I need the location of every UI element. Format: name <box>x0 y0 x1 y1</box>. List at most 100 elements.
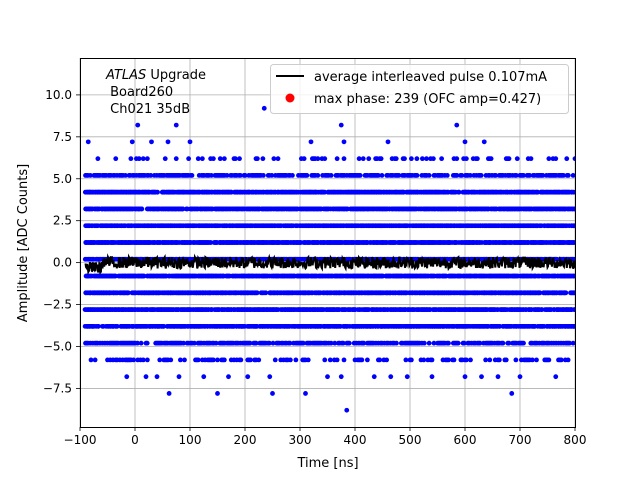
sample-point <box>322 156 327 161</box>
sample-point <box>290 173 295 178</box>
sample-point <box>196 358 201 363</box>
sample-point <box>335 156 340 161</box>
sample-point <box>377 358 382 363</box>
sample-point <box>113 156 118 161</box>
sample-point <box>168 358 173 363</box>
sample-point <box>415 173 420 178</box>
sample-point <box>178 358 183 363</box>
sample-point <box>365 358 370 363</box>
sample-point <box>157 358 162 363</box>
sample-point <box>305 173 310 178</box>
sample-point <box>306 358 311 363</box>
sample-point <box>211 358 216 363</box>
sample-point <box>513 358 518 363</box>
sample-point <box>261 173 266 178</box>
sample-point <box>288 358 293 363</box>
sample-point <box>483 358 488 363</box>
sample-point <box>445 173 450 178</box>
sample-point <box>218 156 223 161</box>
sample-point <box>256 358 261 363</box>
sample-point <box>421 358 426 363</box>
sample-point <box>248 358 253 363</box>
sample-point <box>155 190 160 195</box>
sample-point <box>141 358 146 363</box>
sample-point <box>328 358 333 363</box>
sample-point <box>315 173 320 178</box>
sample-point <box>427 341 432 346</box>
sample-point <box>414 156 419 161</box>
sample-point <box>233 156 238 161</box>
sample-point <box>546 156 551 161</box>
sample-point <box>430 358 435 363</box>
sample-point <box>422 341 427 346</box>
sample-point <box>329 173 334 178</box>
sample-point <box>515 156 520 161</box>
sample-point <box>139 207 144 212</box>
sample-point <box>260 156 265 161</box>
sample-point <box>530 358 535 363</box>
sample-point <box>141 156 146 161</box>
sample-point <box>427 173 432 178</box>
sample-point <box>420 156 425 161</box>
sample-point <box>501 341 506 346</box>
sample-point <box>497 358 502 363</box>
sample-point <box>215 358 220 363</box>
sample-point <box>409 156 414 161</box>
sample-point <box>255 156 260 161</box>
sample-point <box>276 156 281 161</box>
sample-point <box>237 156 242 161</box>
sample-point <box>238 358 243 363</box>
sample-point <box>211 156 216 161</box>
sample-point <box>403 358 408 363</box>
sample-point <box>128 156 133 161</box>
sample-point <box>479 173 484 178</box>
sample-point <box>521 341 526 346</box>
sample-point <box>315 156 320 161</box>
sample-point <box>553 156 558 161</box>
sample-point <box>342 156 347 161</box>
sample-point <box>566 173 571 178</box>
sample-point <box>145 341 150 346</box>
sample-point <box>564 156 569 161</box>
sample-point <box>293 358 298 363</box>
sample-point <box>394 156 399 161</box>
sample-point <box>271 156 276 161</box>
sample-point <box>93 358 98 363</box>
sample-point <box>464 156 469 161</box>
sample-point <box>182 358 187 363</box>
sample-point <box>366 156 371 161</box>
sample-point <box>163 156 168 161</box>
sample-point <box>507 156 512 161</box>
sample-point <box>475 156 480 161</box>
sample-point <box>380 173 385 178</box>
sample-point <box>456 341 461 346</box>
sample-point <box>131 358 136 363</box>
sample-point <box>487 358 492 363</box>
sample-point <box>402 156 407 161</box>
sample-point <box>196 156 201 161</box>
sample-point <box>322 358 327 363</box>
sample-point <box>431 156 436 161</box>
sample-point <box>446 358 451 363</box>
sample-point <box>359 358 364 363</box>
sample-point <box>563 290 568 295</box>
sample-point <box>439 156 444 161</box>
sample-point <box>464 358 469 363</box>
sample-point <box>468 358 473 363</box>
sample-point <box>145 358 150 363</box>
sample-point <box>174 156 179 161</box>
sample-point <box>347 341 352 346</box>
sample-point <box>394 341 399 346</box>
sample-point <box>452 358 457 363</box>
sample-point <box>384 358 389 363</box>
sample-point <box>379 156 384 161</box>
sample-point <box>409 358 414 363</box>
sample-point <box>489 156 494 161</box>
sample-point <box>145 156 150 161</box>
sample-point <box>424 156 429 161</box>
sample-point <box>302 156 307 161</box>
sample-point <box>89 358 94 363</box>
sample-point <box>95 156 100 161</box>
sample-point <box>139 341 144 346</box>
